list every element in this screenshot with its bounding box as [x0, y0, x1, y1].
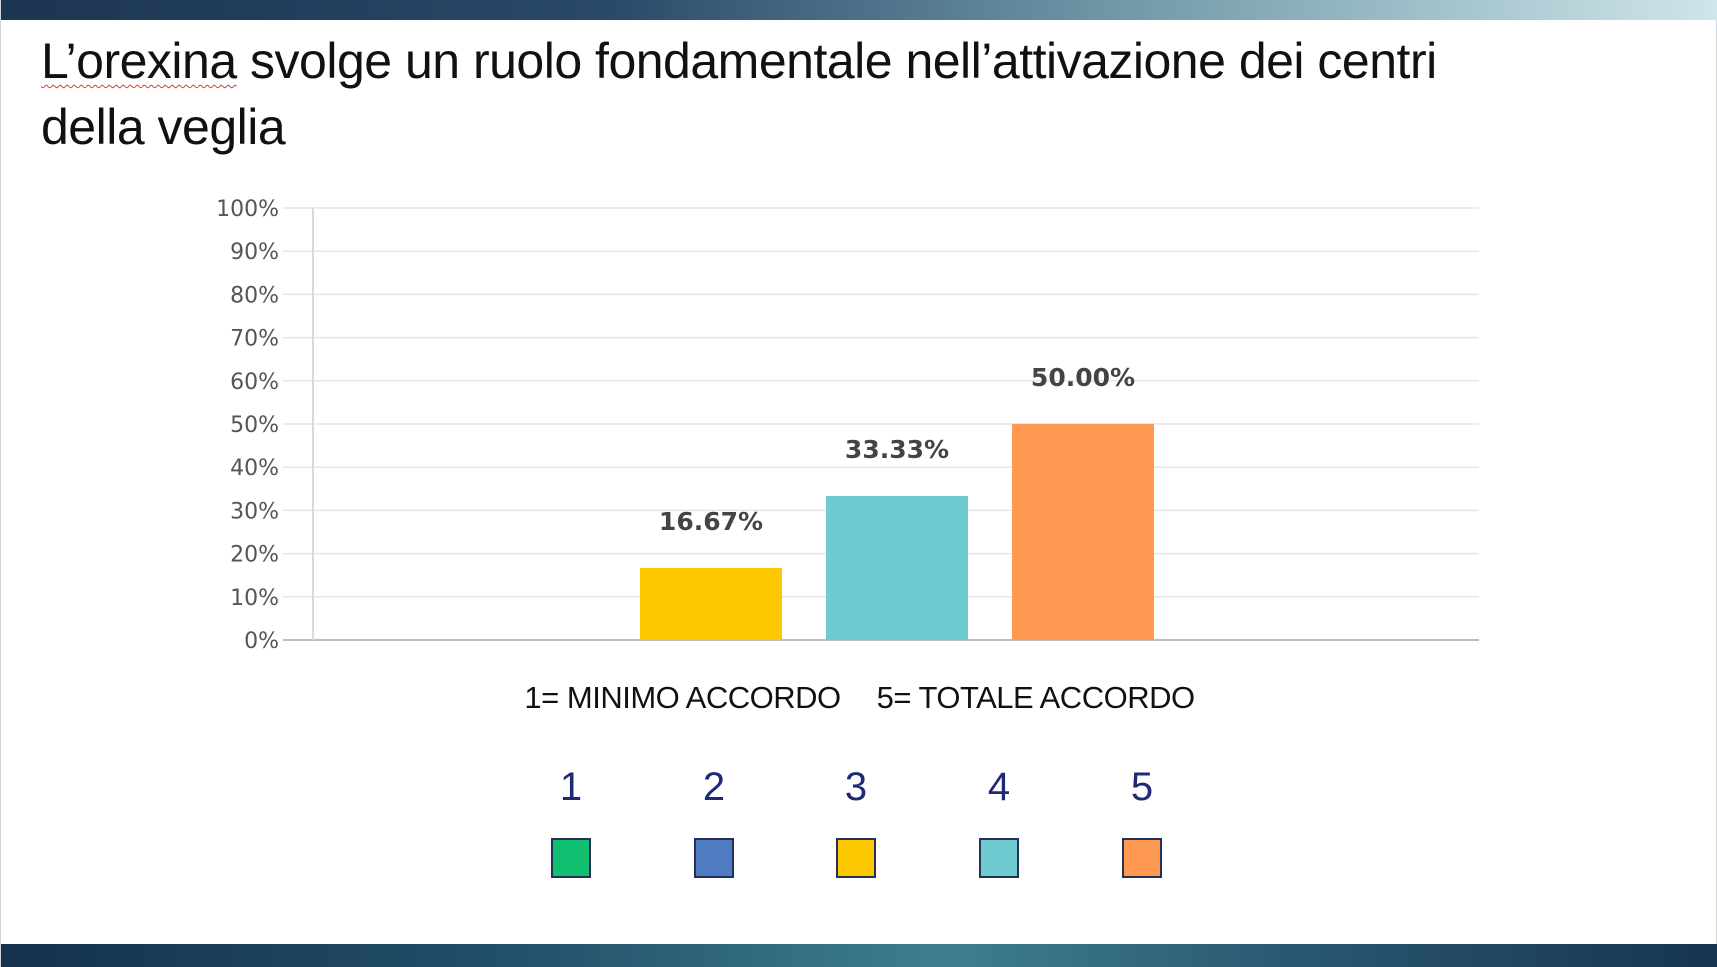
scale-min-label: 1= MINIMO ACCORDO — [524, 680, 841, 715]
title-text: svolge un ruolo fondamentale nell’attiva… — [41, 33, 1437, 155]
legend-item: 3 — [816, 764, 896, 878]
legend-number: 2 — [702, 765, 726, 809]
y-tick-label: 100% — [216, 197, 279, 222]
y-tick-label: 0% — [244, 629, 279, 654]
y-tick-label: 70% — [230, 327, 279, 352]
y-tick-label: 80% — [230, 283, 279, 308]
y-tick-label: 20% — [230, 543, 279, 568]
legend-number: 1 — [559, 765, 583, 809]
y-tick-label: 50% — [230, 413, 279, 438]
legend-swatch — [979, 838, 1019, 878]
title-spellcheck-word: L’orexina — [41, 33, 237, 89]
y-tick-label: 30% — [230, 499, 279, 524]
legend-item: 4 — [959, 764, 1039, 878]
bottom-decorative-band — [1, 944, 1717, 967]
scale-max-label: 5= TOTALE ACCORDO — [876, 680, 1195, 715]
legend-number: 3 — [844, 765, 868, 809]
bar-5 — [1012, 424, 1154, 640]
legend-item: 1 — [531, 764, 611, 878]
y-axis-ticks: 0% 10% 20% 30% 40% 50% 60% 70% 80% 90% 100% — [216, 197, 279, 654]
legend-swatch — [1122, 838, 1162, 878]
bar-4 — [826, 496, 968, 640]
bar-3 — [640, 567, 782, 640]
legend-item: 2 — [674, 764, 754, 878]
bar-chart: 0% 10% 20% 30% 40% 50% 60% 70% 80% 90% 100% 16.67%… — [216, 197, 1479, 654]
data-label-4: 33.33% — [845, 435, 949, 464]
chart-data-labels: 16.67% 33.33% 50.00% — [659, 363, 1135, 536]
top-decorative-band — [1, 0, 1717, 20]
legend-number: 5 — [1130, 765, 1154, 809]
data-label-3: 16.67% — [659, 507, 763, 536]
legend-item: 5 — [1102, 764, 1182, 878]
y-tick-label: 90% — [230, 240, 279, 265]
data-label-5: 50.00% — [1031, 363, 1135, 392]
y-tick-label: 40% — [230, 456, 279, 481]
legend-swatch — [551, 838, 591, 878]
legend-swatch — [836, 838, 876, 878]
slide-title: L’orexina svolge un ruolo fondamentale n… — [41, 28, 1541, 160]
legend-swatch — [694, 838, 734, 878]
chart-bars — [640, 424, 1154, 640]
legend-number: 4 — [987, 765, 1011, 809]
y-tick-label: 10% — [230, 586, 279, 611]
y-tick-label: 60% — [230, 370, 279, 395]
scale-note: 1= MINIMO ACCORDO 5= TOTALE ACCORDO — [1, 680, 1717, 716]
